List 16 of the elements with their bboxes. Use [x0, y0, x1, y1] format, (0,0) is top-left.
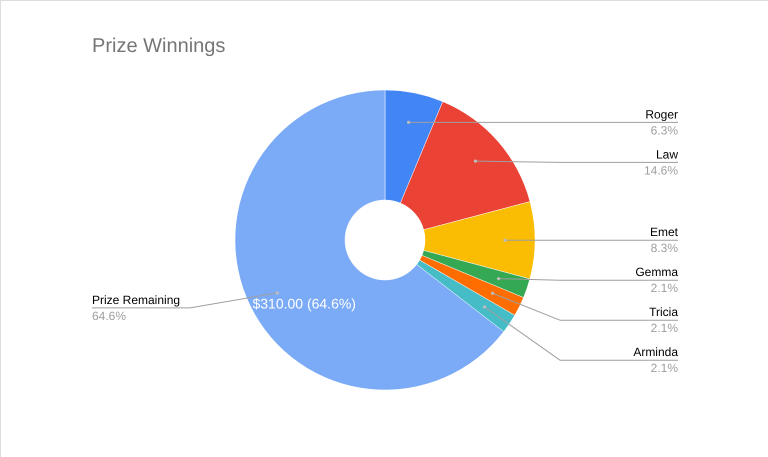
slice-label: Roger: [645, 107, 678, 122]
data-label: 14.6%: [644, 163, 678, 178]
data-label: 2.1%: [650, 361, 678, 376]
data-label: 64.6%: [92, 308, 126, 323]
slice-label: Gemma: [635, 265, 678, 280]
text: $310.00 (64.6%): [252, 296, 356, 312]
data-label: 2.1%: [650, 281, 678, 296]
data-label: 8.3%: [650, 241, 678, 256]
data-label: 2.1%: [650, 321, 678, 336]
slice-label: Law: [656, 147, 678, 162]
chart-title: Prize Winnings: [92, 35, 226, 57]
slice-label: Emet: [650, 225, 679, 240]
slice-label: Prize Remaining: [92, 292, 180, 307]
slice-label: Arminda: [633, 345, 678, 360]
data-label: 6.3%: [650, 123, 678, 138]
slice-label: Tricia: [649, 305, 678, 320]
